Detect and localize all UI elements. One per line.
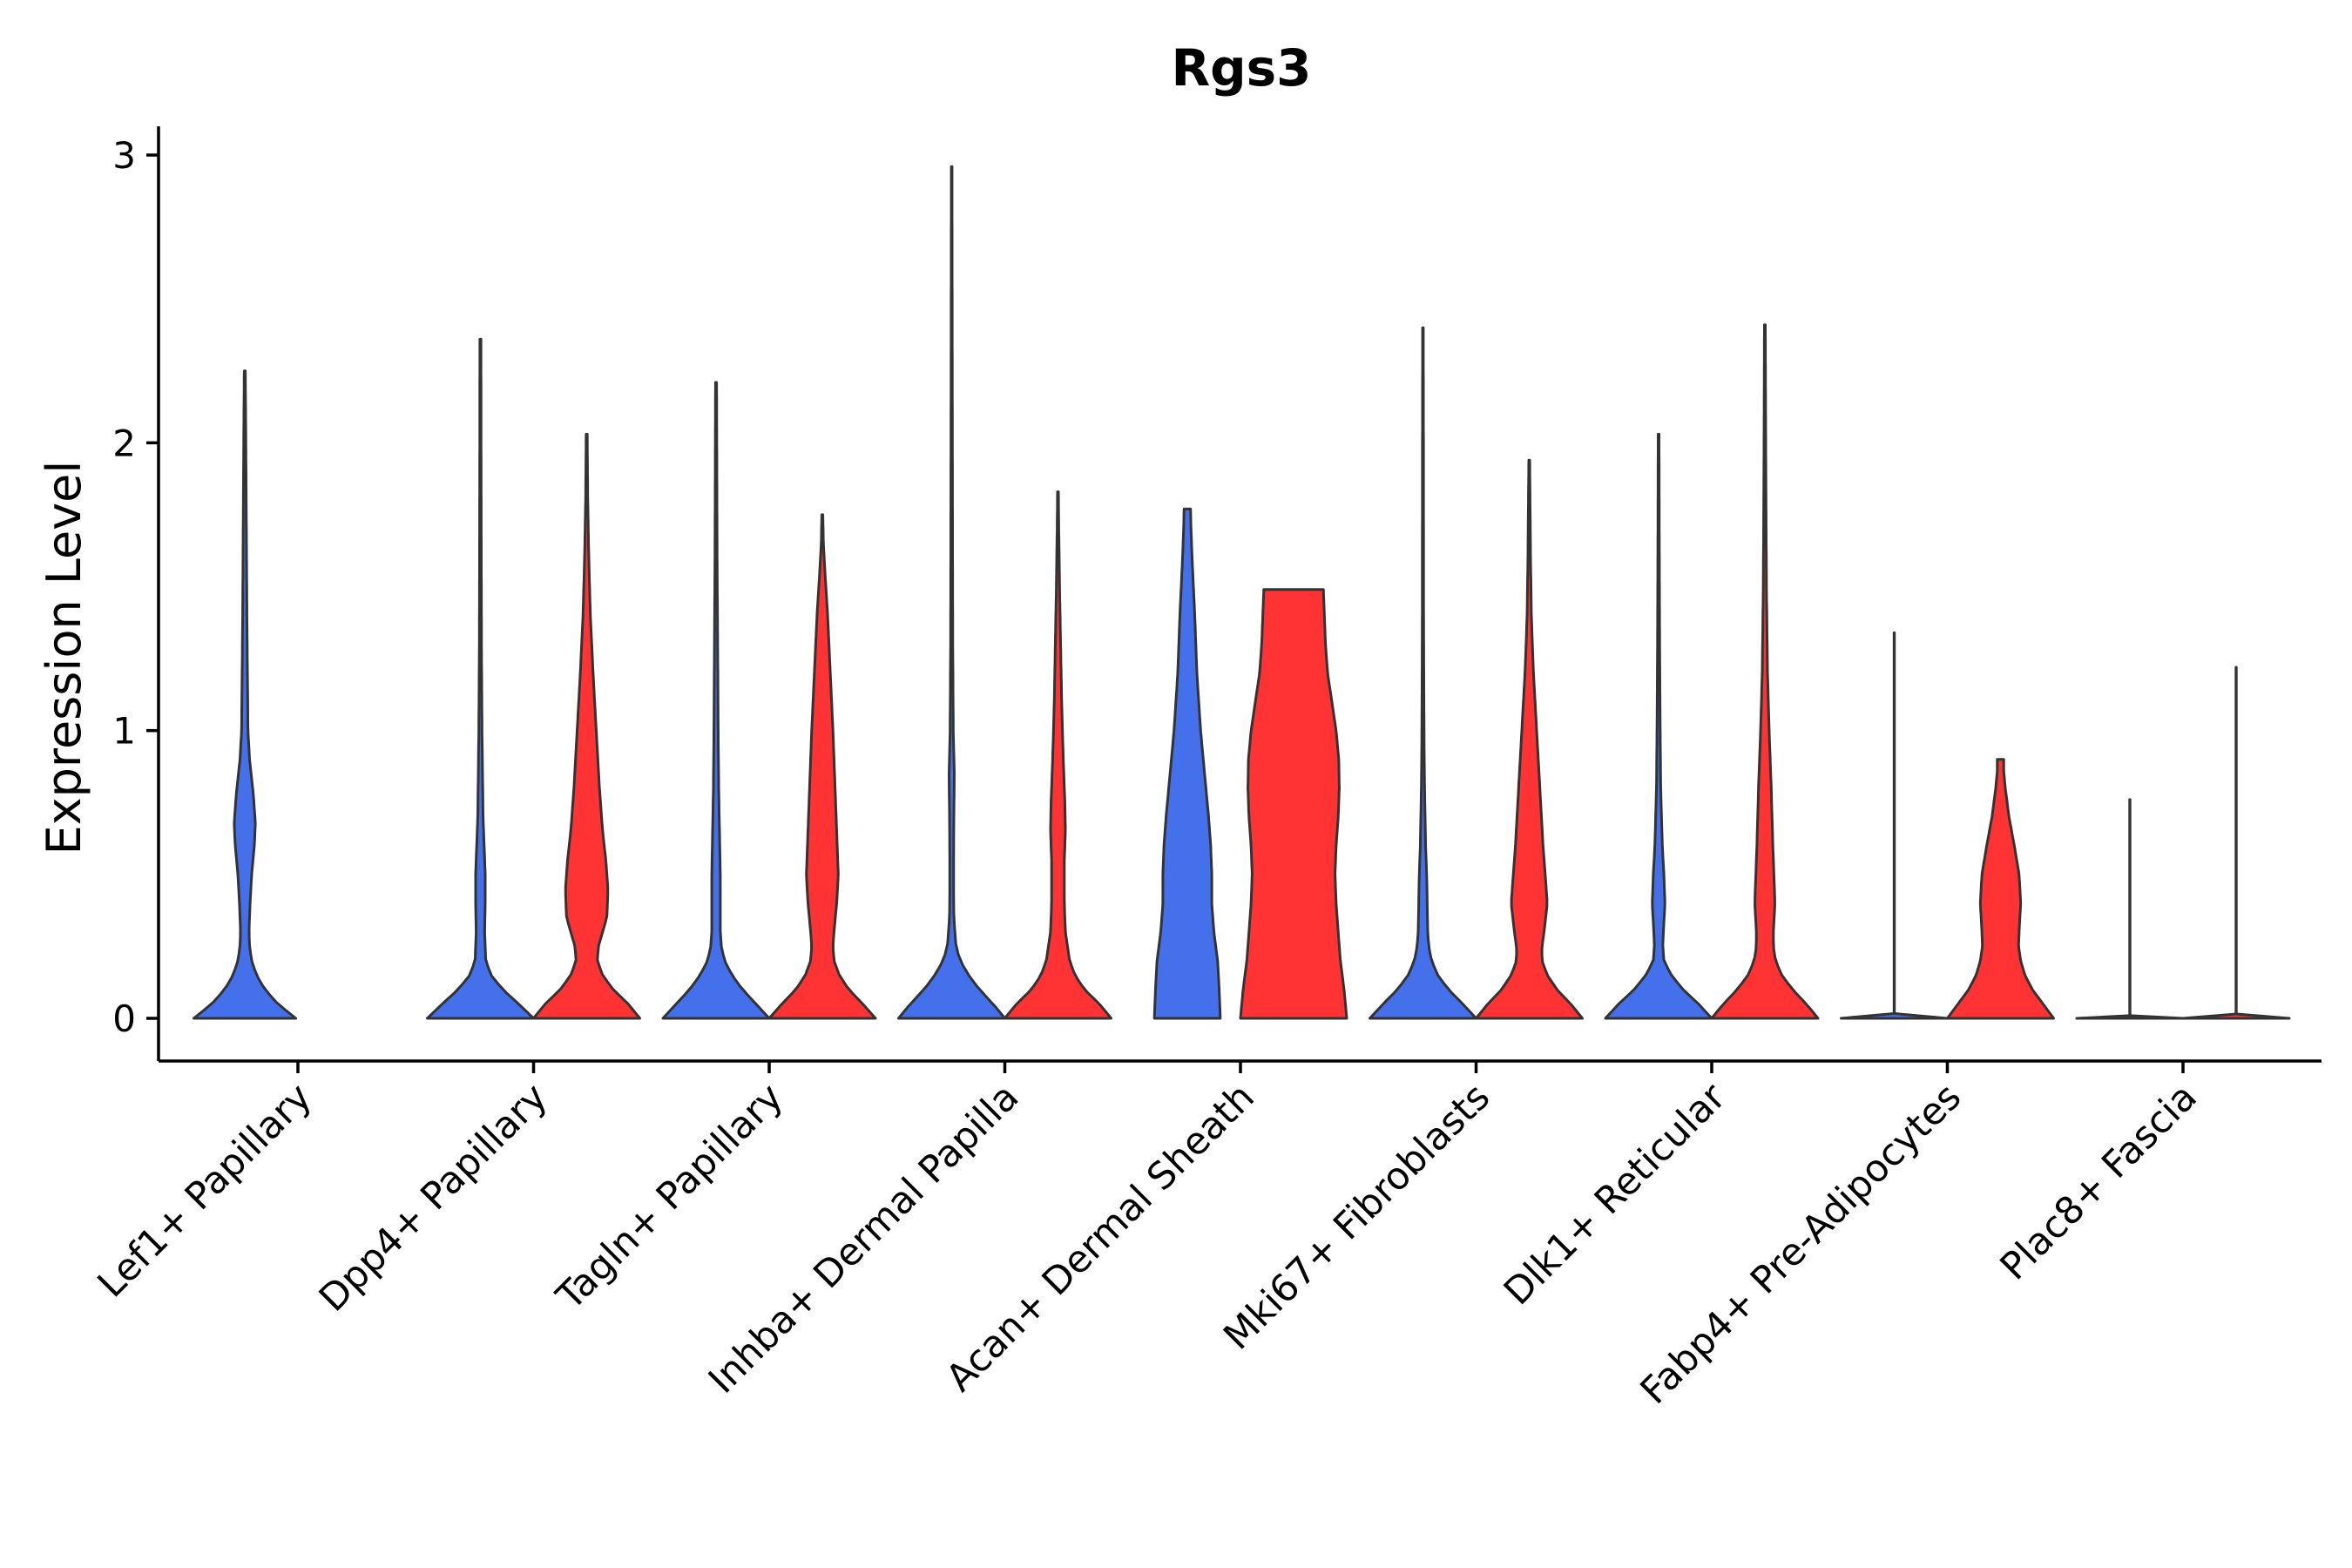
violin-blue-2	[661, 381, 771, 1020]
violin-blue-3	[897, 165, 1006, 1020]
violin-red-4	[1239, 588, 1348, 1020]
y-tick-label: 0	[112, 997, 136, 1040]
violin-red-2	[767, 513, 877, 1020]
violin-blue-7	[1840, 631, 1949, 1020]
violin-blue-0	[192, 369, 298, 1020]
violin-blue-4	[1152, 507, 1222, 1020]
chart-title: Rgs3	[1171, 38, 1311, 98]
violin-blue-6	[1604, 432, 1713, 1020]
x-tick-label: Lef1+ Papillary	[90, 1075, 321, 1306]
violin-red-5	[1475, 458, 1584, 1020]
y-axis-label: Expression Level	[37, 461, 91, 855]
x-tick-label: Mki67+ Fibroblasts	[1215, 1075, 1498, 1358]
violin-blue-5	[1369, 326, 1477, 1020]
violin-blue-8	[2075, 798, 2185, 1020]
violin-layer	[192, 165, 2291, 1020]
violin-red-7	[1946, 758, 2055, 1020]
violin-red-8	[2181, 666, 2291, 1020]
x-tick-label: Dpp4+ Papillary	[311, 1075, 556, 1320]
x-tick-label: Plac8+ Fascia	[1992, 1075, 2206, 1288]
y-tick-label: 3	[112, 134, 136, 177]
violin-red-3	[1004, 490, 1112, 1020]
y-tick-label: 2	[112, 422, 136, 464]
violin-red-1	[532, 432, 641, 1020]
x-tick-label: Dlk1+ Reticular	[1496, 1075, 1734, 1314]
x-tick-label: Tagln+ Papillary	[548, 1075, 792, 1319]
y-tick-label: 1	[112, 710, 136, 753]
violin-red-6	[1710, 323, 1820, 1020]
violin-blue-1	[426, 337, 535, 1020]
